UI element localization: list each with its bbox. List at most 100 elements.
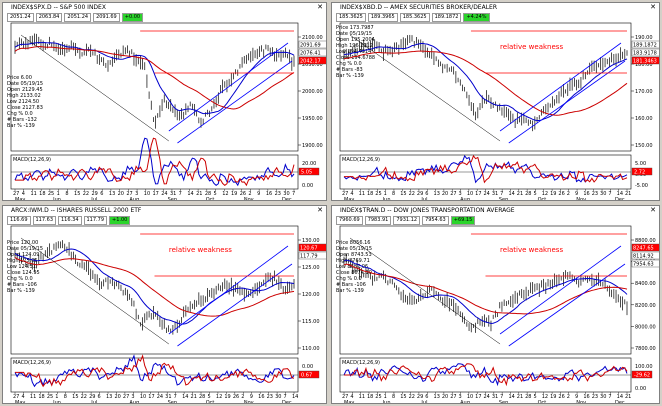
- price-badge-label: 2042.17: [300, 59, 321, 65]
- x-axis-month-label: Aug: [129, 400, 139, 404]
- x-axis-day-label: 20: [114, 394, 120, 400]
- price-badge: [631, 243, 659, 252]
- legend-line: # Bars -132: [7, 117, 37, 123]
- legend-line: Close 124.95: [7, 270, 40, 276]
- price-badge: [298, 243, 326, 252]
- relative-weakness-annotation: relative weakness: [169, 246, 232, 254]
- info-field: 117.63: [32, 216, 56, 225]
- x-axis-day-label: 31: [492, 394, 498, 400]
- chart-window-iwm[interactable]: ARCX:IWM.D -- ISHARES RUSSELL 2000 ETF ✕ …: [2, 205, 327, 404]
- trend-line: [349, 34, 501, 142]
- trend-channel-line: [168, 245, 289, 335]
- x-axis-day-label: 26: [233, 394, 239, 400]
- chart-title-bar[interactable]: INDEX$TRAN.D -- DOW JONES TRANSPORTATION…: [332, 206, 659, 215]
- x-axis-day-label: 24: [157, 394, 163, 400]
- trend-channel-line: [499, 42, 622, 132]
- quote-info-bar: 7960.69 7983.91 7931.12 7954.63 +69.15: [336, 216, 477, 225]
- x-axis-day-label: 7: [284, 394, 287, 400]
- x-axis-day-label: 8: [65, 191, 68, 197]
- x-axis-day-label: 6: [425, 191, 428, 197]
- x-axis-day-label: 19: [231, 191, 237, 197]
- legend-line: High 2133.02: [7, 93, 41, 99]
- price-chart[interactable]: 190.00180.00170.00160.00150.00189.187218…: [332, 3, 660, 201]
- close-icon[interactable]: ✕: [650, 3, 656, 11]
- macd-line: [343, 154, 628, 184]
- x-axis-month-label: Dec: [615, 197, 625, 201]
- legend-line: # Bars -106: [336, 282, 366, 288]
- price-axis-label: 2000.00: [302, 89, 323, 95]
- moving-average-50: [343, 259, 628, 324]
- x-axis-day-label: 6: [425, 394, 428, 400]
- x-axis-month-label: Jun: [52, 400, 61, 404]
- price-plot-frame: [10, 22, 299, 152]
- x-axis-month-label: Aug: [129, 197, 139, 201]
- x-axis-month-label: Aug: [460, 197, 470, 201]
- price-badge-label: 117.79: [300, 254, 318, 260]
- x-axis-day-label: 22: [409, 191, 415, 197]
- price-axis-label: 120.00: [302, 292, 320, 298]
- x-axis-day-label: 3: [131, 394, 134, 400]
- info-field: 185.3625: [336, 13, 366, 22]
- x-axis-day-label: 23: [267, 394, 273, 400]
- close-icon[interactable]: ✕: [317, 206, 323, 214]
- x-axis-day-label: 15: [400, 191, 406, 197]
- x-axis-day-label: 3: [459, 394, 462, 400]
- price-badge-label: 183.9178: [633, 51, 657, 57]
- x-axis-day-label: 20: [118, 191, 124, 197]
- x-axis-day-label: 11: [30, 394, 36, 400]
- x-axis-day-label: 14: [508, 394, 514, 400]
- x-axis-day-label: 9: [257, 191, 260, 197]
- x-axis-month-label: Jun: [382, 197, 391, 201]
- x-axis-month-label: Nov: [244, 197, 254, 201]
- x-axis-day-label: 20: [442, 394, 448, 400]
- macd-axis-label: 20.00: [302, 161, 316, 167]
- x-axis-day-label: 30: [600, 191, 606, 197]
- x-axis-day-label: 27: [126, 191, 132, 197]
- info-change: +69.15: [450, 216, 476, 225]
- moving-average-200: [343, 263, 628, 315]
- info-change: +4.24%: [463, 13, 490, 22]
- chart-window-tran[interactable]: INDEX$TRAN.D -- DOW JONES TRANSPORTATION…: [331, 205, 660, 404]
- price-axis-label: 150.00: [635, 143, 653, 149]
- chart-window-spx[interactable]: INDEX$SPX.D -- S&P 500 INDEX ✕ 2051.24 206…: [2, 2, 327, 201]
- x-axis-day-label: 8: [64, 394, 67, 400]
- price-chart[interactable]: 130.00125.00120.00115.00110.00120.67117.…: [3, 206, 327, 404]
- x-axis-day-label: 2: [567, 191, 570, 197]
- x-axis-day-label: 30: [275, 394, 281, 400]
- x-axis-month-label: Nov: [244, 400, 254, 404]
- price-chart[interactable]: 2100.002050.002000.001950.001900.002091.…: [3, 3, 327, 201]
- x-axis-day-label: 7: [179, 191, 182, 197]
- x-axis-day-label: 27: [13, 191, 19, 197]
- x-axis-day-label: 27: [450, 191, 456, 197]
- legend-line: Low 2124.50: [7, 99, 40, 105]
- chart-title-bar[interactable]: INDEX$SPX.D -- S&P 500 INDEX ✕: [3, 3, 326, 12]
- x-axis-day-label: 17: [475, 191, 481, 197]
- x-axis-day-label: 16: [258, 394, 264, 400]
- close-icon[interactable]: ✕: [317, 3, 323, 11]
- x-axis-day-label: 8: [392, 394, 395, 400]
- x-axis-day-label: 27: [123, 394, 129, 400]
- x-axis-day-label: 12: [222, 191, 228, 197]
- price-plot-frame: [10, 225, 299, 355]
- x-axis-day-label: 31: [170, 191, 176, 197]
- x-axis-day-label: 21: [625, 191, 631, 197]
- legend-line: Low 194.4014: [336, 49, 372, 55]
- x-axis-day-label: 16: [583, 191, 589, 197]
- chart-title-bar[interactable]: ARCX:IWM.D -- ISHARES RUSSELL 2000 ETF ✕: [3, 206, 326, 215]
- x-axis-day-label: 28: [525, 191, 531, 197]
- x-axis-month-label: May: [15, 197, 25, 201]
- x-axis-day-label: 24: [484, 191, 490, 197]
- x-axis-day-label: 3: [459, 191, 462, 197]
- x-axis-day-label: 9: [575, 191, 578, 197]
- macd-badge: [298, 370, 320, 379]
- macd-label: MACD(12,26,9): [342, 360, 380, 366]
- macd-badge: [631, 370, 653, 379]
- chart-title-bar[interactable]: INDEX$XBD.D -- AMEX SECURITIES BROKER/DE…: [332, 3, 659, 12]
- chart-window-xbd[interactable]: INDEX$XBD.D -- AMEX SECURITIES BROKER/DE…: [331, 2, 660, 201]
- x-axis-day-label: 23: [592, 191, 598, 197]
- macd-line: [14, 137, 295, 187]
- price-chart[interactable]: 8800.008600.008400.008200.008000.007800.…: [332, 206, 660, 404]
- x-axis-day-label: 22: [81, 394, 87, 400]
- close-icon[interactable]: ✕: [650, 206, 656, 214]
- price-badge: [298, 251, 326, 260]
